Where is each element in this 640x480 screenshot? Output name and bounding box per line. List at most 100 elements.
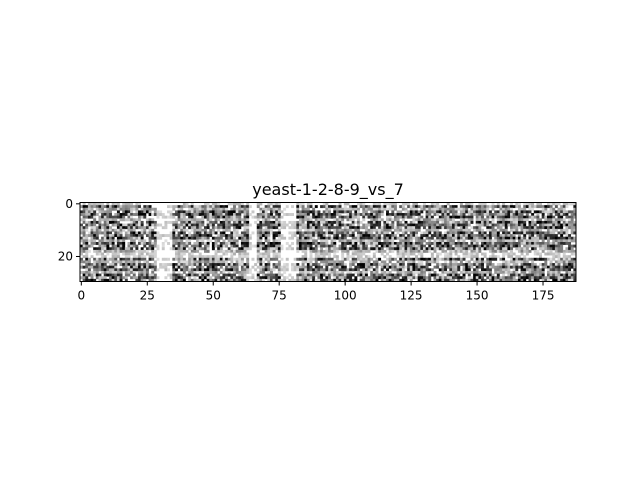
heatmap-cell (383, 207, 387, 211)
heatmap-cell (549, 220, 553, 224)
heatmap-cell (106, 223, 110, 227)
heatmap-cell (507, 278, 511, 282)
heatmap-cell (570, 236, 574, 240)
heatmap-cell (341, 239, 345, 243)
heatmap-cell (454, 226, 458, 230)
heatmap-cell (217, 276, 221, 280)
heatmap-cell (304, 223, 308, 227)
heatmap-cell (375, 276, 379, 280)
heatmap-cell (246, 263, 250, 266)
heatmap-cell (528, 234, 532, 238)
heatmap-cell (494, 268, 498, 272)
heatmap-cell (262, 218, 265, 222)
heatmap-cell (153, 260, 157, 264)
heatmap-cell (354, 257, 358, 261)
heatmap-cell (483, 260, 487, 264)
heatmap-cell (320, 252, 324, 256)
heatmap-cell (269, 278, 273, 282)
heatmap-cell (198, 231, 202, 235)
heatmap-cell (417, 239, 421, 243)
heatmap-cell (130, 270, 134, 274)
heatmap-cell (101, 231, 105, 235)
heatmap-cell (301, 265, 305, 269)
heatmap-cell (116, 276, 120, 280)
heatmap-cell (306, 268, 310, 272)
heatmap-cell (475, 249, 479, 253)
heatmap-cell (396, 213, 400, 216)
heatmap-cell (357, 270, 360, 274)
heatmap-cell (127, 202, 131, 206)
heatmap-cell (262, 278, 265, 282)
heatmap-cell (143, 231, 147, 235)
heatmap-cell (148, 255, 152, 259)
heatmap-cell (422, 270, 426, 274)
heatmap-cell (296, 210, 300, 214)
heatmap-cell (396, 228, 400, 232)
heatmap-cell (188, 210, 192, 214)
heatmap-cell (475, 215, 479, 219)
heatmap-cell (335, 207, 339, 211)
heatmap-cell (546, 278, 550, 282)
heatmap-cell (446, 278, 450, 282)
heatmap-cell (428, 270, 432, 274)
heatmap-cell (531, 270, 535, 274)
heatmap-cell (496, 265, 500, 269)
heatmap-cell (533, 276, 537, 280)
heatmap-cell (565, 202, 569, 206)
heatmap-cell (565, 242, 569, 245)
heatmap-cell (488, 270, 492, 274)
heatmap-cell (180, 205, 184, 209)
heatmap-cell (322, 268, 326, 272)
heatmap-cell (499, 263, 503, 266)
heatmap-cell (174, 278, 178, 282)
heatmap-cell (351, 207, 355, 211)
heatmap-cell (116, 234, 120, 238)
heatmap-cell (333, 220, 337, 224)
heatmap-cell (248, 213, 252, 216)
heatmap-cell (122, 218, 126, 222)
heatmap-cell (262, 210, 265, 214)
heatmap-cell (393, 228, 397, 232)
heatmap-cell (304, 236, 308, 240)
heatmap-cell (523, 255, 527, 259)
heatmap-cell (262, 270, 265, 274)
heatmap-cell (87, 273, 91, 277)
heatmap-cell (196, 220, 200, 224)
heatmap-cell (143, 276, 147, 280)
heatmap-cell (494, 276, 498, 280)
heatmap-cell (188, 260, 192, 264)
heatmap-cell (124, 247, 128, 251)
heatmap-cell (206, 257, 210, 261)
heatmap-cell (523, 249, 527, 253)
heatmap-cell (502, 249, 506, 253)
heatmap-cell (560, 236, 564, 240)
heatmap-cell (570, 270, 574, 274)
heatmap-cell (417, 270, 421, 274)
heatmap-cell (504, 276, 508, 280)
heatmap-cell (138, 239, 141, 243)
heatmap-cell (441, 215, 445, 219)
heatmap-cell (367, 205, 371, 209)
heatmap-cell (441, 249, 445, 253)
heatmap-cell (138, 202, 141, 206)
heatmap-cell (504, 278, 508, 282)
heatmap-cell (204, 255, 207, 259)
heatmap-cell (317, 228, 321, 232)
heatmap-cell (87, 268, 91, 272)
heatmap-cell (301, 242, 305, 245)
heatmap-cell (193, 234, 197, 238)
heatmap-cell (502, 252, 506, 256)
heatmap-cell (180, 220, 184, 224)
heatmap-cell (539, 263, 542, 266)
heatmap-cell (330, 249, 334, 253)
heatmap-cell (188, 234, 192, 238)
heatmap-cell (219, 210, 223, 214)
heatmap-cell (130, 210, 134, 214)
heatmap-cell (502, 236, 506, 240)
heatmap-cell (335, 223, 339, 227)
heatmap-cell (362, 242, 366, 245)
heatmap-cell (420, 247, 424, 251)
heatmap-cell (256, 202, 260, 206)
heatmap-cell (444, 244, 448, 248)
heatmap-cell (211, 244, 215, 248)
